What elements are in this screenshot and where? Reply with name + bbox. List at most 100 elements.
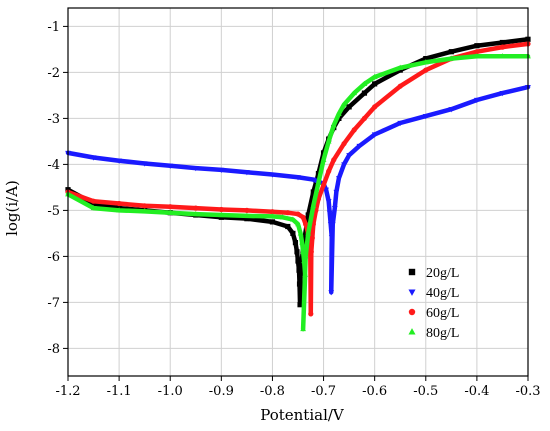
data-point — [297, 302, 303, 308]
legend-marker — [408, 289, 416, 296]
data-point — [192, 166, 199, 172]
data-point — [305, 212, 311, 218]
data-point — [371, 73, 378, 80]
data-point — [474, 53, 480, 59]
y-tick-label: -1 — [47, 20, 60, 35]
x-tick-label: -0.4 — [464, 384, 489, 399]
x-tick-label: -1.2 — [55, 384, 80, 399]
data-point — [167, 204, 173, 210]
series-layer — [65, 36, 531, 332]
data-point — [279, 214, 286, 220]
data-point — [292, 240, 299, 246]
x-tick-label: -1.1 — [107, 384, 132, 399]
series-line — [65, 37, 531, 307]
data-point — [448, 107, 455, 113]
data-point — [269, 209, 276, 215]
data-point — [336, 176, 342, 182]
data-point — [346, 153, 352, 159]
data-point — [315, 179, 322, 185]
data-point — [244, 207, 250, 213]
legend-label: 40g/L — [426, 286, 459, 301]
data-point — [346, 104, 352, 110]
data-point — [303, 221, 309, 227]
data-point — [323, 187, 329, 193]
x-tick-label: -0.8 — [260, 384, 285, 399]
legend-marker — [408, 308, 416, 316]
data-point — [371, 132, 378, 138]
data-point — [301, 257, 307, 264]
data-point — [423, 67, 429, 73]
data-point — [361, 80, 368, 86]
data-point — [290, 230, 296, 236]
data-point — [299, 239, 305, 245]
data-point — [116, 207, 122, 213]
data-point — [474, 49, 480, 55]
x-tick-label: -0.3 — [515, 384, 540, 399]
legend-item: 20g/L — [408, 266, 459, 281]
data-point — [499, 91, 506, 97]
y-axis-label: log(i/A) — [3, 180, 21, 236]
data-point — [295, 211, 301, 217]
legend-marker — [408, 268, 416, 276]
data-point — [308, 311, 314, 317]
data-point — [356, 143, 363, 150]
data-point — [192, 210, 199, 217]
data-point — [328, 290, 335, 296]
legend-marker — [408, 328, 416, 335]
data-point — [142, 203, 148, 209]
data-point — [218, 206, 224, 213]
data-point — [302, 253, 309, 259]
data-point — [296, 281, 303, 287]
data-point — [320, 182, 327, 188]
x-tick-label: -1.0 — [158, 384, 183, 399]
data-point — [372, 104, 378, 110]
data-point — [269, 172, 276, 178]
data-point — [397, 120, 404, 127]
data-point — [302, 271, 309, 277]
data-point — [372, 81, 378, 87]
data-point — [290, 216, 296, 222]
x-tick-label: -0.5 — [413, 384, 438, 399]
legend-label: 20g/L — [426, 266, 459, 281]
data-point — [474, 43, 480, 49]
data-point — [297, 230, 304, 236]
data-point — [244, 170, 250, 176]
data-point — [331, 157, 337, 163]
legend-item: 40g/L — [408, 286, 459, 301]
data-point — [336, 110, 342, 116]
data-point — [328, 235, 335, 241]
data-point — [193, 205, 199, 211]
data-point — [167, 163, 174, 169]
data-point — [90, 198, 97, 204]
x-axis: -1.2 -1.1 -1.0 -0.9 -0.8 -0.7 -0.6 -0.5 -0.4 -0.3 — [55, 376, 541, 399]
data-point — [325, 199, 332, 205]
y-tick-label: -4 — [47, 158, 60, 173]
data-point — [141, 208, 148, 214]
data-point — [326, 210, 333, 216]
data-point — [294, 249, 300, 255]
data-point — [397, 64, 404, 70]
data-point — [341, 162, 347, 168]
data-point — [448, 49, 454, 55]
data-point — [269, 213, 276, 219]
data-point — [333, 189, 340, 196]
data-point — [310, 189, 316, 195]
data-point — [329, 222, 336, 228]
data-point — [310, 177, 317, 183]
legend-item: 80g/L — [408, 326, 459, 341]
data-point — [474, 97, 480, 104]
data-point — [295, 175, 301, 181]
data-point — [325, 138, 332, 144]
data-point — [295, 221, 301, 227]
data-point — [244, 212, 250, 218]
series-0 — [65, 36, 531, 308]
data-point — [244, 216, 250, 222]
data-point — [422, 114, 429, 120]
x-tick-label: -0.6 — [362, 384, 387, 399]
data-point — [300, 214, 306, 220]
data-point — [310, 202, 317, 208]
data-point — [351, 127, 357, 133]
series-line — [65, 54, 531, 332]
series-3 — [65, 53, 531, 332]
data-point — [90, 155, 97, 161]
